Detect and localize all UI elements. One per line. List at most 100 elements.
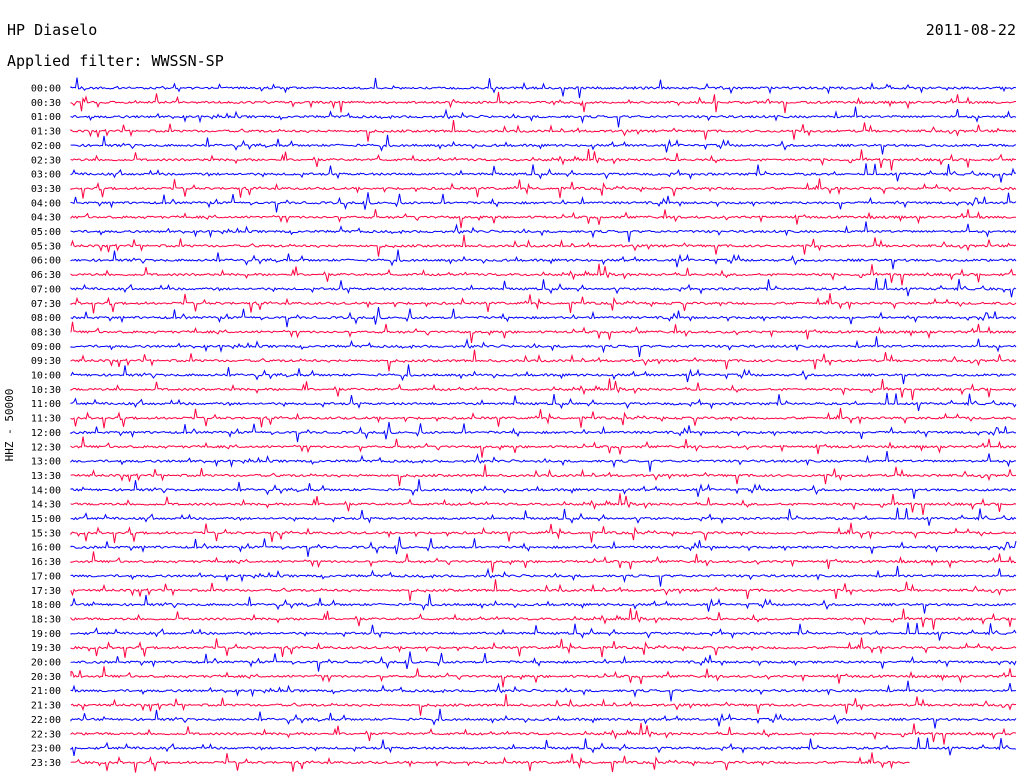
row-time-label: 23:30	[31, 758, 61, 769]
row-time-label: 09:00	[31, 342, 61, 353]
trace-line	[70, 134, 1017, 155]
row-time-label: 02:00	[31, 141, 61, 152]
row-time-label: 02:30	[31, 155, 61, 166]
trace-line	[70, 221, 1017, 243]
row-time-label: 14:30	[31, 500, 61, 511]
row-time-label: 06:30	[31, 270, 61, 281]
row-time-label: 01:30	[31, 127, 61, 138]
trace-line	[70, 77, 1017, 99]
row-time-label: 18:30	[31, 614, 61, 625]
row-time-label: 15:30	[31, 528, 61, 539]
trace-line	[70, 551, 1017, 573]
row-time-label: 12:30	[31, 442, 61, 453]
trace-line	[70, 336, 1017, 357]
trace-line	[70, 321, 1017, 343]
trace-line	[70, 651, 1017, 672]
row-time-label: 01:00	[31, 112, 61, 123]
trace-line	[70, 148, 1017, 171]
trace-line	[70, 752, 910, 773]
trace-line	[70, 522, 1017, 544]
y-axis-label: HHZ - 50000	[3, 389, 16, 462]
row-time-label: 04:30	[31, 213, 61, 224]
station-title: HP Diaselo	[7, 21, 98, 39]
trace-line	[70, 378, 1017, 401]
trace-line	[70, 263, 1017, 286]
row-time-label: 19:30	[31, 643, 61, 654]
row-time-label: 21:30	[31, 701, 61, 712]
filter-label: Applied filter: WWSSN-SP	[7, 52, 224, 70]
row-time-label: 21:00	[31, 686, 61, 697]
row-time-label: 20:30	[31, 672, 61, 683]
trace-line	[70, 536, 1017, 557]
trace-line	[70, 666, 1017, 688]
row-time-label: 20:00	[31, 658, 61, 669]
row-time-label: 04:00	[31, 198, 61, 209]
row-time-label: 09:30	[31, 356, 61, 367]
trace-line	[70, 708, 1017, 729]
row-time-label: 22:30	[31, 729, 61, 740]
trace-line	[70, 622, 1017, 641]
row-time-label: 10:00	[31, 371, 61, 382]
trace-line	[70, 737, 1017, 756]
row-time-label: 10:30	[31, 385, 61, 396]
row-time-label: 17:00	[31, 571, 61, 582]
row-time-label: 11:30	[31, 414, 61, 425]
trace-line	[70, 120, 1017, 142]
row-time-label: 18:00	[31, 600, 61, 611]
trace-line	[70, 608, 1017, 630]
row-time-label: 22:00	[31, 715, 61, 726]
trace-line	[70, 694, 1017, 716]
trace-line	[70, 307, 1017, 328]
trace-line	[70, 479, 1017, 499]
trace-line	[70, 249, 1017, 270]
trace-line	[70, 507, 1017, 526]
trace-line	[70, 722, 1017, 745]
trace-line	[70, 392, 1017, 412]
trace-line	[70, 493, 1017, 515]
trace-line	[70, 451, 1016, 472]
row-time-label: 13:00	[31, 457, 61, 468]
trace-rows: 00:00 00:30 01:00 01:30 02:00 02:30 03:00 03:30…	[31, 77, 1017, 773]
row-time-label: 03:30	[31, 184, 61, 195]
trace-line	[70, 234, 1017, 257]
trace-line	[70, 565, 1017, 587]
row-time-label: 15:00	[31, 514, 61, 525]
row-time-label: 03:00	[31, 170, 61, 181]
row-time-label: 08:30	[31, 327, 61, 338]
row-time-label: 05:30	[31, 241, 61, 252]
trace-line	[70, 407, 1017, 429]
trace-line	[70, 364, 1017, 385]
row-time-label: 07:30	[31, 299, 61, 310]
row-time-label: 23:00	[31, 744, 61, 755]
trace-line	[70, 106, 1017, 128]
trace-line	[70, 91, 1016, 114]
trace-line	[70, 593, 1017, 614]
trace-line	[70, 421, 1017, 443]
row-time-label: 16:30	[31, 557, 61, 568]
row-time-label: 07:00	[31, 284, 61, 295]
trace-line	[70, 436, 1017, 458]
date-label: 2011-08-22	[925, 21, 1016, 39]
trace-line	[70, 163, 1017, 183]
row-time-label: 19:00	[31, 629, 61, 640]
row-time-label: 00:00	[31, 84, 61, 95]
row-time-label: 17:30	[31, 586, 61, 597]
row-time-label: 12:00	[31, 428, 61, 439]
row-time-label: 16:00	[31, 543, 61, 554]
row-time-label: 14:00	[31, 485, 61, 496]
trace-line	[70, 637, 1017, 658]
row-time-label: 11:00	[31, 399, 61, 410]
trace-line	[70, 293, 1017, 314]
trace-line	[70, 680, 1017, 702]
trace-line	[70, 209, 1016, 229]
row-time-label: 05:00	[31, 227, 61, 238]
trace-line	[70, 349, 1017, 372]
trace-line	[70, 178, 1017, 199]
trace-line	[70, 579, 1017, 601]
row-time-label: 08:00	[31, 313, 61, 324]
row-time-label: 06:00	[31, 256, 61, 267]
trace-line	[70, 278, 1017, 298]
trace-line	[70, 192, 1017, 213]
trace-line	[70, 464, 1017, 487]
